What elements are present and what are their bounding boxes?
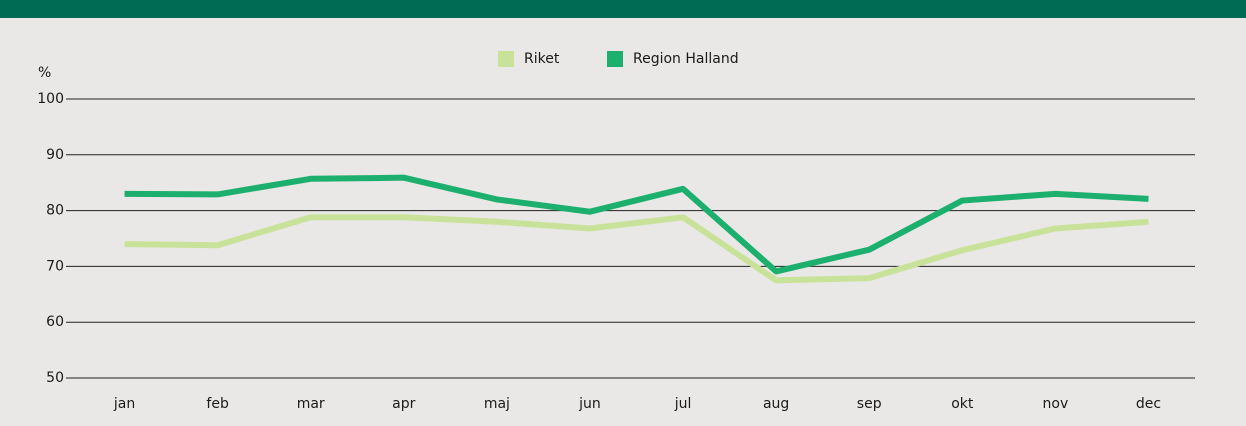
x-tick-label: apr	[392, 396, 415, 412]
x-tick-label: sep	[857, 396, 882, 412]
y-tick-label: 100	[37, 91, 64, 107]
x-tick-label: jul	[674, 396, 692, 412]
y-tick-label: 50	[46, 370, 64, 386]
line-series	[124, 174, 1149, 275]
x-tick-label: dec	[1136, 396, 1161, 412]
legend-swatch	[498, 51, 514, 67]
x-tick-label: okt	[951, 396, 974, 412]
y-tick-label: 80	[46, 203, 64, 219]
y-tick-label: 90	[46, 147, 64, 163]
legend-label: Region Halland	[633, 51, 739, 67]
y-tick-label: 60	[46, 314, 64, 330]
header-band	[0, 0, 1246, 18]
x-tick-label: mar	[297, 396, 325, 412]
y-axis-label: %	[38, 65, 51, 81]
y-tick-label: 70	[46, 258, 64, 274]
x-tick-label: feb	[206, 396, 229, 412]
x-tick-label: nov	[1043, 396, 1069, 412]
x-tick-label: aug	[763, 396, 789, 412]
x-tick-label: jan	[113, 396, 135, 412]
legend-swatch	[607, 51, 623, 67]
x-tick-label: maj	[484, 396, 510, 412]
line-series	[124, 214, 1149, 284]
legend-label: Riket	[524, 51, 560, 67]
x-tick-label: jun	[578, 396, 601, 412]
